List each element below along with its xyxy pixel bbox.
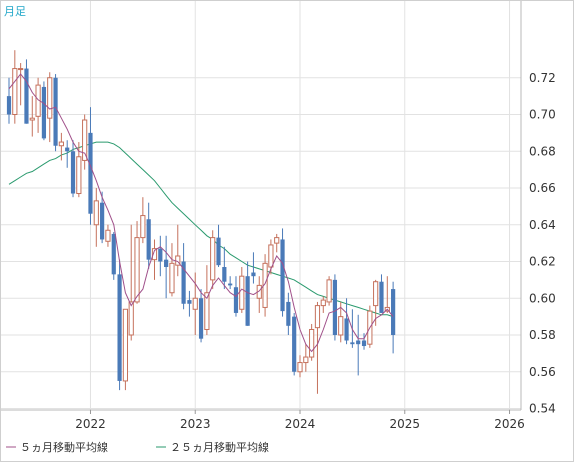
candle-body-up — [192, 297, 198, 310]
y-tick-label: 0.62 — [529, 255, 556, 269]
y-tick-label: 0.64 — [529, 218, 556, 232]
candle-body-up — [105, 229, 111, 242]
candle-body-up — [320, 299, 326, 307]
candle-body-down — [65, 147, 70, 152]
candle-body-down — [222, 267, 227, 282]
y-tick-label: 0.70 — [529, 108, 556, 122]
candle-body-down — [70, 151, 76, 194]
x-tick-label: 2025 — [389, 417, 420, 431]
y-tick-label: 0.72 — [529, 71, 556, 85]
candle-body-up — [239, 275, 245, 310]
y-tick-label: 0.58 — [529, 328, 556, 342]
candle-body-down — [391, 289, 396, 335]
candle-body-down — [245, 276, 250, 326]
candle-body-up — [210, 237, 216, 281]
candle-body-down — [158, 248, 163, 262]
candle-body-down — [233, 287, 239, 313]
candle-body-down — [292, 316, 297, 372]
candle-body-down — [88, 132, 93, 214]
candle-body-up — [204, 292, 210, 330]
candle-body-up — [274, 237, 280, 244]
ma5-line — [8, 73, 394, 353]
y-tick-label: 0.54 — [529, 402, 556, 416]
candle-body-up — [268, 244, 274, 268]
candle-body-down — [24, 68, 29, 124]
candle-body-down — [111, 233, 116, 275]
candle-body-up — [76, 156, 82, 195]
x-tick-label: 2026 — [494, 417, 525, 431]
candle-body-up — [297, 362, 303, 373]
candle-body-down — [53, 77, 58, 146]
candle-body-up — [314, 305, 321, 329]
x-tick-label: 2022 — [75, 417, 106, 431]
candle-body-down — [286, 301, 291, 326]
candle-body-down — [228, 283, 233, 286]
candle-body-down — [41, 86, 47, 139]
candle-body-up — [47, 77, 53, 119]
candle-body-down — [181, 261, 186, 304]
candle-body-down — [332, 279, 338, 335]
candle-body-down — [356, 340, 361, 345]
candle-body-up — [309, 328, 315, 358]
candle-body-up — [29, 117, 35, 121]
plot-area-background — [0, 0, 521, 410]
candle-body-down — [146, 219, 151, 260]
candle-body-down — [164, 259, 169, 268]
candle-body-down — [379, 281, 384, 313]
candle-body-down — [361, 340, 367, 347]
legend-label: ５ヵ月移動平均線 — [20, 440, 108, 454]
candle-body-up — [128, 301, 134, 336]
candle-body-down — [100, 202, 105, 240]
candle-body-up — [122, 308, 129, 382]
timeframe-label: 月足 — [4, 5, 26, 18]
y-tick-label: 0.68 — [529, 144, 556, 158]
candle-body-down — [117, 274, 122, 381]
legend-label: ２５ヵ月移動平均線 — [170, 440, 269, 454]
y-tick-label: 0.60 — [529, 291, 556, 305]
grid-lines — [0, 0, 521, 410]
candle-body-up — [169, 262, 175, 294]
candle-body-down — [350, 342, 355, 345]
x-tick-label: 2023 — [180, 417, 211, 431]
candle-body-down — [198, 298, 204, 339]
ma5-layer — [8, 73, 394, 353]
candle-body-down — [280, 239, 285, 312]
candle-body-up — [12, 68, 18, 115]
candle-body-down — [216, 237, 221, 266]
candle-body-up — [262, 262, 268, 308]
candle-body-up — [338, 316, 344, 336]
candle-body-up — [134, 237, 140, 303]
candle-body-up — [82, 119, 88, 161]
candle-body-up — [303, 356, 309, 364]
candle-body-down — [251, 272, 256, 277]
candle-body-down — [6, 96, 12, 115]
candle-body-up — [151, 248, 158, 261]
legend: ５ヵ月移動平均線 ２５ヵ月移動平均線 — [6, 440, 269, 454]
candle-body-up — [140, 215, 146, 239]
candle-body-up — [18, 68, 24, 71]
candle-body-up — [326, 279, 332, 303]
candle-body-up — [93, 200, 99, 226]
candle-body-down — [187, 300, 192, 304]
candle-body-up — [373, 281, 379, 307]
x-tick-label: 2024 — [285, 417, 316, 431]
y-tick-label: 0.66 — [529, 181, 556, 195]
y-tick-label: 0.56 — [529, 365, 556, 379]
candle-body-up — [58, 141, 64, 147]
candle-body-down — [344, 318, 349, 341]
x-axis: 2022 2023 2024 2025 2026 — [75, 410, 525, 431]
y-axis: 0.72 0.70 0.68 0.66 0.64 0.62 0.60 0.58 0.56 0.54 — [529, 71, 556, 416]
